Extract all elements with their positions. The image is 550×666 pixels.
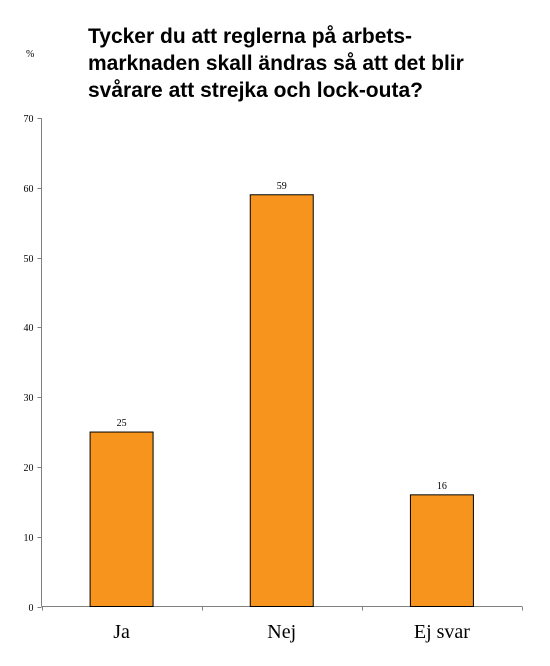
x-tick-label: Ja [113, 621, 130, 643]
y-tick-label: 40 [24, 323, 34, 334]
bar-ej-svar [409, 494, 474, 608]
bar-ja [89, 431, 154, 607]
y-tick-label: 30 [24, 393, 34, 404]
data-labels: 25 59 16 [117, 181, 447, 492]
y-axis-unit-label: % [26, 49, 34, 60]
x-tick-label: Ej svar [414, 621, 470, 643]
x-axis: Ja Nej Ej svar [41, 606, 523, 643]
y-tick-label: 70 [24, 114, 34, 125]
data-label: 25 [117, 418, 127, 429]
bar-nej [249, 194, 314, 607]
chart-title: Tycker du att reglerna på arbets- markna… [88, 25, 464, 102]
y-tick-label: 50 [24, 254, 34, 265]
chart-title-line-2: marknaden skall ändras så att det blir [88, 52, 464, 75]
chart-title-line-1: Tycker du att reglerna på arbets- [88, 25, 412, 48]
chart-title-line-3: svårare att strejka och lock-outa? [88, 79, 423, 102]
y-tick-label: 60 [24, 184, 34, 195]
bars [89, 194, 474, 608]
y-axis: 0 10 20 30 40 50 60 70 [24, 114, 42, 614]
y-tick-label: 20 [24, 463, 34, 474]
y-tick-label: 0 [29, 603, 34, 614]
data-label: 59 [277, 181, 287, 192]
y-tick-label: 10 [24, 533, 34, 544]
x-tick-label: Nej [267, 621, 296, 643]
data-label: 16 [437, 481, 447, 492]
